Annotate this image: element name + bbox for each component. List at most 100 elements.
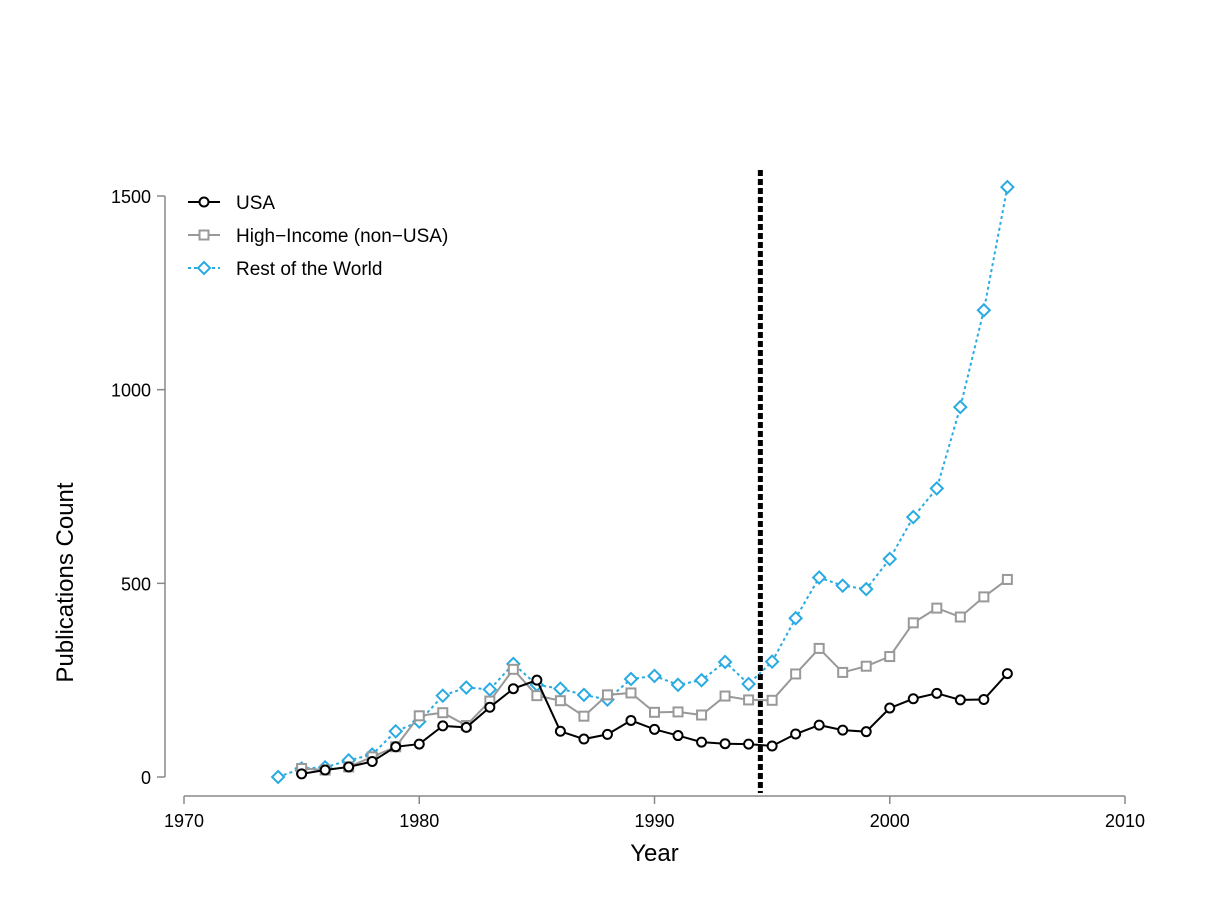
data-point <box>719 690 731 702</box>
data-point <box>460 721 472 733</box>
data-point <box>625 714 637 726</box>
data-point <box>999 179 1015 195</box>
y-tick-label: 500 <box>121 574 151 594</box>
data-point <box>437 720 449 732</box>
series-usa <box>296 668 1013 780</box>
data-point <box>601 728 613 740</box>
data-point <box>554 695 566 707</box>
x-tick-label: 1970 <box>164 811 204 831</box>
legend-marker <box>196 260 212 276</box>
data-point <box>552 681 568 697</box>
legend-item: High−Income (non−USA) <box>188 226 448 247</box>
data-point <box>482 682 498 697</box>
data-point <box>719 738 731 750</box>
data-point <box>931 602 943 614</box>
data-point <box>435 688 451 704</box>
data-point <box>437 707 449 719</box>
legend-item: Rest of the World <box>188 259 382 280</box>
data-point <box>978 591 990 603</box>
data-point <box>860 726 872 738</box>
x-tick-label: 1990 <box>634 811 674 831</box>
data-point <box>270 769 286 785</box>
data-point <box>507 663 519 675</box>
series-high-income-non-usa- <box>296 573 1013 776</box>
data-point <box>578 733 590 745</box>
data-point <box>905 509 921 525</box>
data-point <box>531 690 543 702</box>
data-point <box>531 674 543 686</box>
data-point <box>649 723 660 735</box>
data-point <box>954 694 966 706</box>
data-point <box>766 694 778 706</box>
data-point <box>670 677 686 693</box>
data-point <box>788 610 804 626</box>
y-tick-label: 1500 <box>111 187 151 207</box>
data-point <box>388 723 404 739</box>
data-point <box>978 694 990 706</box>
x-tick-label: 2000 <box>870 811 910 831</box>
data-point <box>907 693 919 705</box>
series-line <box>301 672 1009 775</box>
data-point <box>790 728 802 740</box>
legend-label: High−Income (non−USA) <box>236 226 448 247</box>
x-axis-label: Year <box>630 840 679 867</box>
data-point <box>649 706 660 718</box>
y-axis-label: Publications Count <box>52 482 79 682</box>
legend-item: USA <box>188 193 275 214</box>
data-point <box>696 709 708 721</box>
legend-marker <box>198 229 210 241</box>
series-layer <box>270 179 1015 785</box>
data-point <box>929 481 945 496</box>
data-point <box>484 701 496 713</box>
data-point <box>790 668 802 680</box>
y-tick-label: 0 <box>141 768 151 788</box>
data-point <box>343 761 355 773</box>
data-point <box>741 676 757 692</box>
data-point <box>601 689 613 701</box>
data-point <box>694 672 709 688</box>
data-point <box>413 738 425 750</box>
y-tick-label: 1000 <box>111 381 151 401</box>
x-tick-label: 1980 <box>399 811 439 831</box>
data-point <box>1001 573 1013 585</box>
data-point <box>578 710 590 722</box>
data-point <box>837 724 849 736</box>
data-point <box>647 668 662 684</box>
data-point <box>954 611 966 623</box>
data-point <box>813 642 825 654</box>
data-point <box>858 581 874 597</box>
legend-marker <box>198 196 210 208</box>
data-point <box>860 660 872 672</box>
data-point <box>717 654 733 670</box>
data-point <box>813 719 825 731</box>
data-point <box>672 730 684 742</box>
data-point <box>811 570 827 585</box>
data-point <box>390 741 402 753</box>
data-point <box>743 738 755 750</box>
data-point <box>696 736 708 748</box>
data-point <box>672 706 684 718</box>
data-point <box>952 399 968 415</box>
data-point <box>507 683 519 695</box>
x-tick-label: 2010 <box>1105 811 1145 831</box>
legend: USA High−Income (non−USA) Rest of the Worl… <box>188 193 448 280</box>
data-point <box>907 617 919 629</box>
series-line <box>277 186 1009 778</box>
data-point <box>743 694 755 706</box>
data-point <box>319 764 331 776</box>
data-point <box>296 768 308 780</box>
data-point <box>976 302 992 318</box>
data-point <box>458 680 474 695</box>
data-point <box>554 725 566 737</box>
data-point <box>413 710 425 722</box>
legend-label: Rest of the World <box>236 259 382 280</box>
data-point <box>882 551 898 567</box>
data-point <box>837 666 849 678</box>
data-point <box>884 651 896 663</box>
data-point <box>576 687 592 703</box>
data-point <box>766 740 778 752</box>
data-point <box>623 671 639 687</box>
series-rest-of-the-world <box>270 179 1015 785</box>
data-point <box>625 687 637 699</box>
